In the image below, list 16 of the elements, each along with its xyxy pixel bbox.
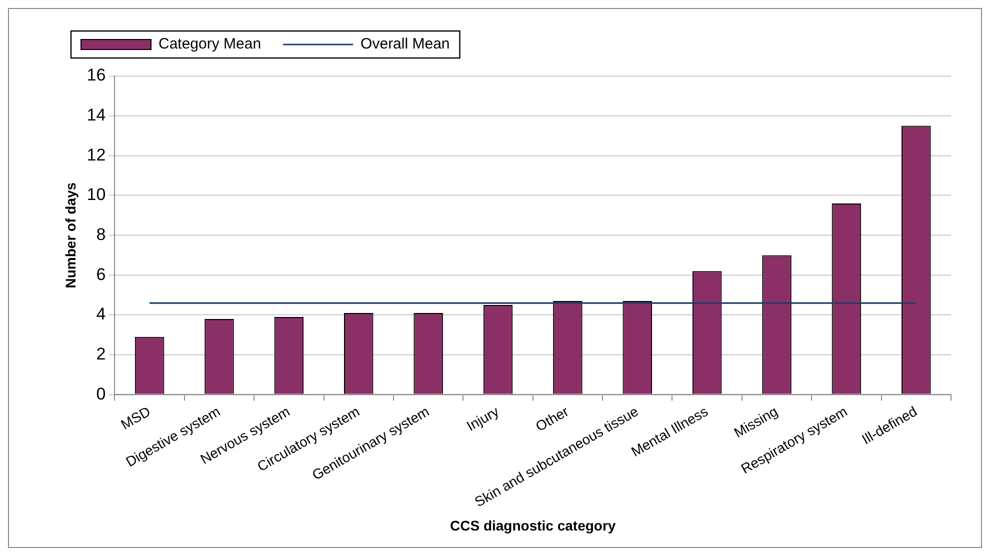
- y-tick-label: 16: [86, 66, 106, 85]
- x-tick-label: Other: [532, 402, 572, 434]
- x-tick-label: Injury: [464, 403, 502, 434]
- y-tick-label: 4: [96, 304, 106, 324]
- legend-label: Category Mean: [158, 36, 262, 53]
- y-tick-label: 2: [96, 344, 106, 364]
- y-tick-label: 10: [86, 185, 106, 204]
- legend-label: Overall Mean: [360, 36, 450, 53]
- x-tick-label: MSD: [118, 403, 153, 432]
- y-tick-label: 0: [96, 384, 106, 404]
- y-tick-label: 6: [96, 264, 106, 284]
- y-tick-label: 8: [96, 225, 106, 244]
- y-tick-label: 14: [86, 106, 106, 125]
- y-axis-title: Number of days: [62, 182, 78, 288]
- x-axis-title: CCS diagnostic category: [450, 517, 616, 534]
- y-tick-label: 12: [86, 145, 106, 164]
